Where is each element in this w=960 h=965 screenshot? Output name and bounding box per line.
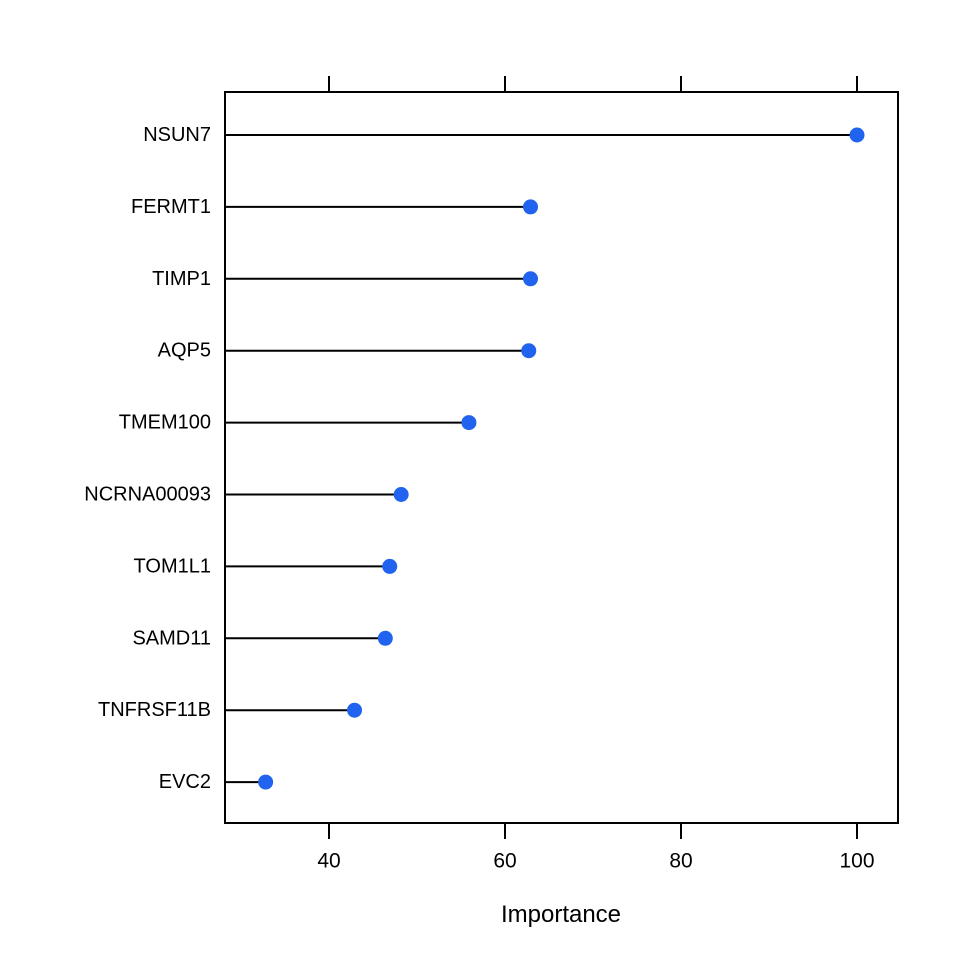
plot-box <box>224 91 899 824</box>
data-point <box>523 199 539 215</box>
data-point <box>521 343 537 359</box>
category-label: FERMT1 <box>131 196 211 218</box>
data-point <box>393 487 409 502</box>
chart-rows: NSUN7 FERMT1 TIMP1 AQP5 TMEM100 NCRNA00093 TOM… <box>84 124 865 793</box>
category-label: TMEM100 <box>119 412 211 434</box>
x-tick-label-40: 40 <box>317 850 340 873</box>
category-label: SAMD11 <box>132 627 211 649</box>
data-point <box>377 630 393 646</box>
data-point <box>347 702 363 718</box>
category-label: AQP5 <box>158 340 211 362</box>
x-tick-label-100: 100 <box>839 850 874 873</box>
category-label: TIMP1 <box>152 268 211 290</box>
data-point <box>523 271 539 287</box>
data-point <box>258 774 274 790</box>
x-tick-label-80: 80 <box>669 850 692 873</box>
category-label: TOM1L1 <box>134 555 211 577</box>
data-point <box>382 558 398 574</box>
data-point <box>849 127 865 143</box>
category-label: TNFRSF11B <box>98 699 211 721</box>
category-label: NCRNA00093 <box>84 484 211 506</box>
category-label: NSUN7 <box>143 124 211 146</box>
x-axis-title: Importance <box>501 901 621 928</box>
category-label: EVC2 <box>159 771 211 793</box>
x-tick-label-60: 60 <box>493 850 516 873</box>
data-point <box>461 415 477 431</box>
